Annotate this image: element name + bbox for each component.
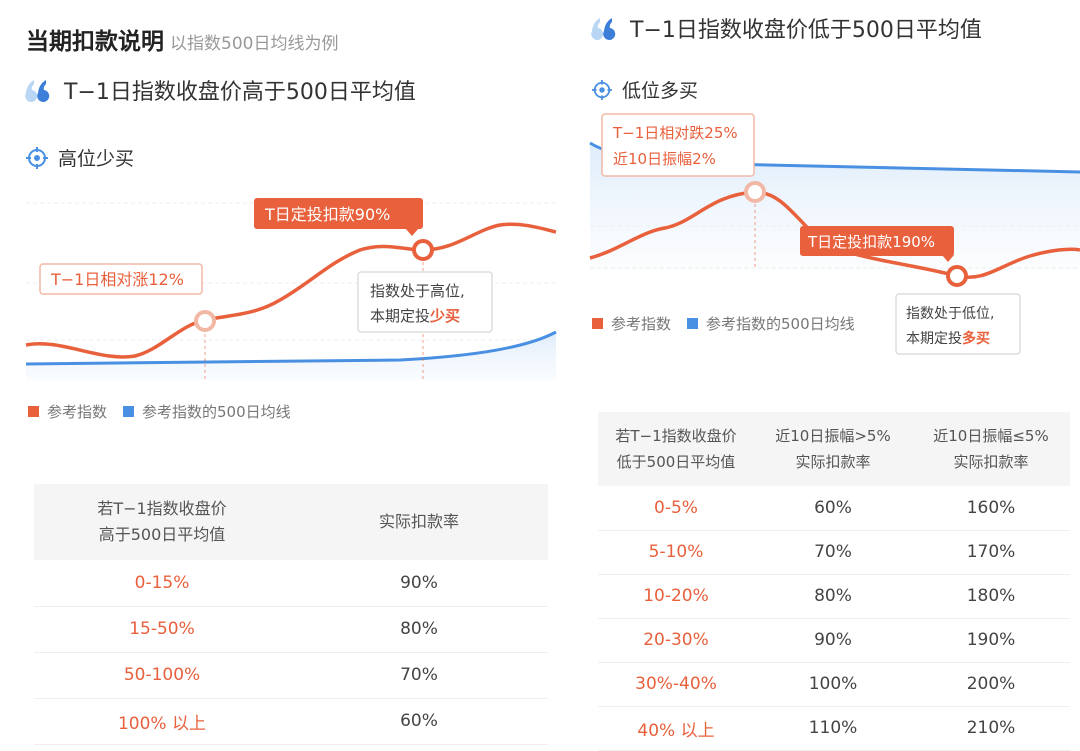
callout-box [601,113,755,177]
table-row: 10-20% 80% 180% [598,574,1070,619]
table-row: 15-50% 80% [34,606,548,653]
callout-line2: 近10日振幅2% [613,150,716,168]
left-heading-text: T−1日指数收盘价高于500日平均值 [64,80,416,105]
right-subheading-text: 低位多买 [622,80,699,102]
legend-label: 参考指数的500日均线 [142,403,291,421]
deduct-badge-pointer [942,255,954,262]
note-line1: 指数处于低位, [906,306,994,322]
table-row: 40% 以上 110% 210% [598,706,1070,751]
point-marker [946,265,968,287]
table-row: 30%-40% 100% 200% [598,662,1070,707]
table-header-cell: 近10日振幅≤5% 实际扣款率 [912,412,1070,486]
deduct-badge [254,198,423,229]
legend-swatch-orange [28,406,39,417]
deduct-badge-pointer [405,228,419,236]
right-legend: 参考指数 参考指数的500日均线 [592,313,871,334]
legend-item-ma: 参考指数的500日均线 [123,401,291,422]
note-line2-prefix: 本期定投 [906,331,962,347]
legend-label: 参考指数 [47,403,108,421]
point-marker [194,310,216,332]
page-title-text: 当期扣款说明 [26,29,164,55]
table-row: 0-15% 90% [34,560,548,607]
note-line2-highlight: 多买 [962,330,990,347]
table-row: 20-30% 90% 190% [598,618,1070,663]
table-row: 0-5% 60% 160% [598,486,1070,531]
left-chart: T−1日相对涨12% T日定投扣款90% 指数处于高位, 本期定投少买 [25,198,557,380]
index-line [25,222,557,359]
point-marker [412,239,434,261]
right-chart: T−1日相对跌25% 近10日振幅2% T日定投扣款190% 指数处于低位, 本… [589,113,1080,355]
note-line2-prefix: 本期定投 [370,307,430,325]
table-header-cell: 实际扣款率 [290,484,548,560]
svg-text:本期定投多买: 本期定投多买 [906,330,990,347]
page-title: 当期扣款说明 以指数500日均线为例 [26,22,338,56]
note-box [895,293,1021,355]
legend-item-index: 参考指数 [592,313,671,334]
right-rate-table: 若T−1指数收盘价 低于500日平均值 近10日振幅>5% 实际扣款率 近10日振幅… [598,412,1070,751]
legend-swatch-blue [687,318,699,329]
callout-box [39,263,203,295]
target-icon [592,79,612,100]
right-subheading: 低位多买 [592,76,698,103]
legend-item-index: 参考指数 [28,401,107,422]
deduct-badge-text: T日定投扣款90% [264,205,390,224]
page-subtitle: 以指数500日均线为例 [170,34,339,54]
note-line2-highlight: 少买 [429,307,460,325]
quote-icon [25,80,50,102]
left-subheading-text: 高位少买 [58,148,135,170]
left-subheading: 高位少买 [26,144,134,171]
legend-label: 参考指数 [611,315,672,333]
table-row: 5-10% 70% 170% [598,530,1070,575]
left-legend: 参考指数 参考指数的500日均线 [28,401,307,422]
quote-icon [591,18,616,40]
left-rate-table: 若T−1指数收盘价 高于500日平均值 实际扣款率 0-15% 90% 15-50%… [34,484,548,745]
callout-rise-text: T−1日相对涨12% [50,270,184,289]
svg-text:本期定投少买: 本期定投少买 [370,307,460,325]
legend-swatch-blue [123,406,135,417]
callout-line1: T−1日相对跌25% [612,124,738,142]
table-row: 50-100% 70% [34,652,548,699]
legend-swatch-orange [592,318,603,329]
ma-line [25,330,557,366]
right-section-heading: T−1日指数收盘价低于500日平均值 [590,12,982,44]
legend-item-ma: 参考指数的500日均线 [687,313,855,334]
target-icon [26,146,48,169]
table-row: 100% 以上 60% [34,698,548,745]
table-header-cell: 若T−1指数收盘价 高于500日平均值 [34,484,290,560]
deduct-badge [800,226,954,256]
right-heading-text: T−1日指数收盘价低于500日平均值 [630,18,982,43]
table-header-cell: 近10日振幅>5% 实际扣款率 [754,412,912,486]
note-box [357,271,493,333]
legend-label: 参考指数的500日均线 [706,315,855,333]
point-marker [744,181,766,203]
note-line1: 指数处于高位, [370,282,465,300]
table-header-row: 若T−1指数收盘价 高于500日平均值 实际扣款率 [34,484,548,560]
table-header-row: 若T−1指数收盘价 低于500日平均值 近10日振幅>5% 实际扣款率 近10日振幅… [598,412,1070,486]
deduct-badge-text: T日定投扣款190% [807,233,935,251]
ma-area [26,332,556,380]
left-section-heading: T−1日指数收盘价高于500日平均值 [24,74,416,106]
table-header-cell: 若T−1指数收盘价 低于500日平均值 [598,412,754,486]
